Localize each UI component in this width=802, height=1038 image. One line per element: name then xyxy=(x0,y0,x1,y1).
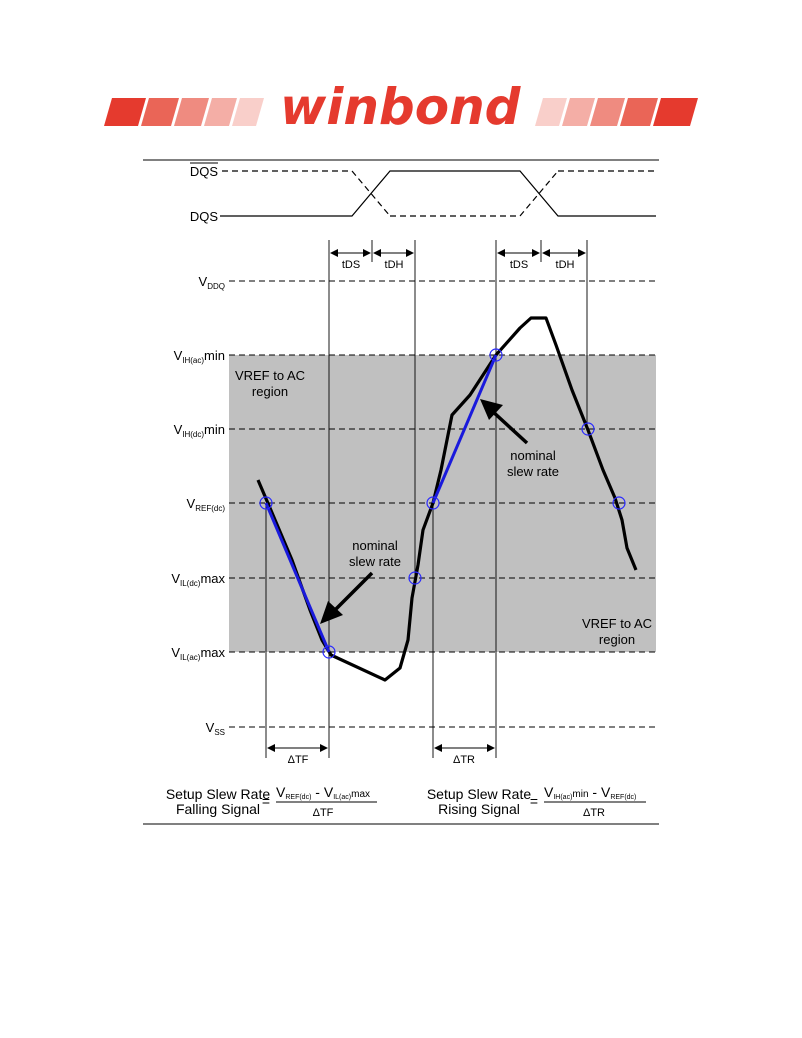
falling-nominal-slew-line xyxy=(264,502,331,653)
delta-tf-label: ΔTF xyxy=(288,754,309,766)
tds-label-1: tDS xyxy=(342,259,360,271)
crossing-markers xyxy=(259,348,626,659)
tds-label-2: tDS xyxy=(510,259,528,271)
delta-tr-label: ΔTR xyxy=(453,754,475,766)
rising-equals: = xyxy=(530,793,538,809)
rising-numerator: VIH(ac)min - VREF(dc) xyxy=(544,784,636,801)
vss-label: VSS xyxy=(206,720,225,737)
vil-ac-label: VIL(ac)max xyxy=(171,645,225,662)
nominal-left-label-2: slew rate xyxy=(349,554,401,569)
falling-formula-title: Setup Slew Rate xyxy=(166,786,270,802)
lower-region-label-2: region xyxy=(599,632,635,647)
rising-denominator: ΔTR xyxy=(583,807,605,819)
nominal-right-label-1: nominal xyxy=(510,448,556,463)
falling-formula-subtitle: Falling Signal xyxy=(176,801,260,817)
rising-formula-title: Setup Slew Rate xyxy=(427,786,531,802)
vertical-guides xyxy=(265,240,588,758)
vil-dc-label: VIL(dc)max xyxy=(171,571,225,588)
logo-right-stripes xyxy=(535,98,698,126)
nominal-left-arrowhead xyxy=(320,601,343,624)
vddq-label: VDDQ xyxy=(199,274,225,291)
nominal-right-arrowhead xyxy=(480,399,503,420)
nominal-right-label-2: slew rate xyxy=(507,464,559,479)
vref-label: VREF(dc) xyxy=(187,496,226,513)
level-lines xyxy=(229,280,656,728)
level-labels: VDDQ VIH(ac)min VIH(dc)min VREF(dc) VIL(… xyxy=(171,274,225,737)
nominal-left-label-1: nominal xyxy=(352,538,398,553)
falling-equals: = xyxy=(262,793,270,809)
vih-ac-label: VIH(ac)min xyxy=(174,348,225,365)
logo-left-stripes xyxy=(104,98,264,126)
rising-formula: Setup Slew Rate Rising Signal = VIH(ac)m… xyxy=(427,784,646,819)
dqs-label: DQS xyxy=(190,209,219,224)
rising-nominal-slew-line xyxy=(431,354,498,504)
logo-wordmark: winbond xyxy=(280,78,522,136)
tdh-label-1: tDH xyxy=(385,259,404,271)
winbond-logo: winbond xyxy=(104,78,698,136)
lower-region-label-1: VREF to AC xyxy=(582,616,652,631)
dqs-bar-label: DQS xyxy=(190,164,219,179)
falling-numerator: VREF(dc) - VIL(ac)max xyxy=(276,784,370,801)
tdh-label-2: tDH xyxy=(556,259,575,271)
upper-region-label-2: region xyxy=(252,384,288,399)
rising-formula-subtitle: Rising Signal xyxy=(438,801,520,817)
upper-region-label-1: VREF to AC xyxy=(235,368,305,383)
falling-denominator: ΔTF xyxy=(313,807,334,819)
falling-formula: Setup Slew Rate Falling Signal = VREF(dc… xyxy=(166,784,377,819)
vih-dc-label: VIH(dc)min xyxy=(174,422,225,439)
dqs-waveforms xyxy=(220,170,656,217)
annotation-arrows xyxy=(331,408,529,614)
